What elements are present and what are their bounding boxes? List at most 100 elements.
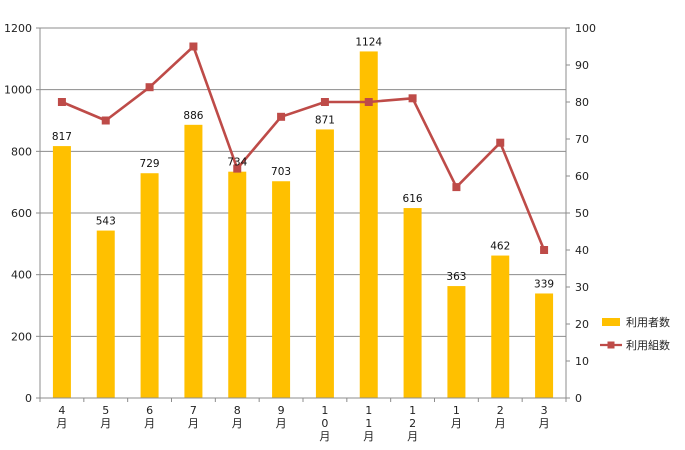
x-tick-char: 7: [190, 404, 197, 417]
legend-label-line: 利用組数: [626, 339, 670, 352]
x-tick-char: 2: [409, 417, 416, 430]
x-tick-char: 月: [363, 430, 374, 443]
line-marker: [320, 98, 329, 106]
bar-data-label: 363: [446, 271, 466, 283]
x-tick-char: 月: [56, 417, 67, 430]
right-tick-label: 10: [575, 355, 589, 368]
x-tick-char: 月: [144, 417, 155, 430]
bar: [491, 255, 510, 398]
x-tick-char: 1: [365, 404, 372, 417]
bar: [184, 124, 203, 399]
gridlines: [40, 27, 566, 337]
bar-data-label: 1124: [355, 36, 382, 48]
axes: [36, 27, 570, 402]
x-tick-char: 月: [451, 417, 462, 430]
line-marker: [540, 246, 549, 254]
bar-data-label: 703: [271, 166, 291, 178]
x-tick-char: 9: [278, 404, 285, 417]
left-axis-ticks: 0 200 400 600 800 1000 1200: [4, 22, 32, 405]
line-marker: [233, 164, 242, 173]
bar-data-label: 543: [96, 216, 116, 228]
x-tick-char: 5: [102, 404, 109, 417]
left-tick-label: 0: [25, 392, 32, 405]
x-tick-char: 月: [276, 417, 287, 430]
x-tick-char: 1: [365, 417, 372, 430]
left-tick-label: 1000: [4, 84, 32, 97]
bar: [359, 51, 378, 398]
bar: [315, 129, 334, 399]
bar: [535, 293, 554, 398]
bar-data-label: 462: [490, 241, 510, 253]
right-tick-label: 100: [575, 22, 596, 35]
line-marker: [452, 183, 461, 192]
left-tick-label: 600: [11, 207, 32, 220]
left-tick-label: 1200: [4, 22, 32, 35]
line-marker: [57, 98, 66, 106]
legend-label-bar: 利用者数: [626, 316, 670, 329]
right-tick-label: 40: [575, 244, 589, 257]
line-path: [61, 45, 546, 251]
x-tick-char: 月: [495, 417, 506, 430]
bar: [228, 171, 247, 398]
right-tick-label: 80: [575, 96, 589, 109]
right-tick-label: 20: [575, 318, 589, 331]
x-tick-char: 2: [497, 404, 504, 417]
x-tick-char: 月: [100, 417, 111, 430]
x-tick-char: 1: [321, 404, 328, 417]
x-tick-char: 8: [234, 404, 241, 417]
bar: [140, 173, 159, 398]
line-marker: [101, 116, 110, 125]
bar-data-label: 886: [183, 110, 203, 122]
line-marker: [408, 94, 417, 103]
bar-data-labels: 817 543 729 886 734 703 871 1124 616 363 462 339: [52, 36, 554, 290]
legend-swatch-bar: [602, 318, 620, 326]
bar: [403, 208, 422, 398]
bar-data-label: 817: [52, 131, 72, 143]
x-tick-char: 月: [232, 417, 243, 430]
bar-data-label: 734: [227, 157, 247, 169]
x-tick-char: 月: [188, 417, 199, 430]
bar-data-label: 871: [315, 114, 335, 126]
bar-series: [52, 51, 554, 399]
bar: [447, 286, 466, 398]
right-tick-label: 60: [575, 170, 589, 183]
line-marker: [145, 83, 154, 92]
legend-swatch-line-marker: [607, 341, 615, 349]
x-tick-char: 1: [409, 404, 416, 417]
right-tick-label: 70: [575, 133, 589, 146]
left-tick-label: 800: [11, 145, 32, 158]
bar: [272, 181, 291, 398]
bar: [52, 146, 71, 398]
bar-data-label: 339: [534, 278, 554, 290]
bar-data-label: 616: [403, 193, 423, 205]
bar: [96, 230, 115, 398]
legend: 利用者数 利用組数: [600, 316, 670, 352]
x-tick-char: 1: [453, 404, 460, 417]
line-marker: [496, 138, 505, 147]
right-tick-label: 50: [575, 207, 589, 220]
x-tick-char: 0: [321, 417, 328, 430]
x-tick-char: 月: [407, 430, 418, 443]
x-axis-ticks: 4 月5 月6 月7 月8 月9 月1 0 月1 1 月1 2 月1 月2 月3 月: [56, 404, 549, 443]
x-tick-char: 4: [58, 404, 65, 417]
x-tick-char: 月: [539, 417, 550, 430]
right-axis-ticks: 0 10 20 30 40 50 60 70 80 90 100: [575, 22, 596, 405]
right-tick-label: 0: [575, 392, 582, 405]
right-tick-label: 90: [575, 59, 589, 72]
bar-data-label: 729: [140, 158, 160, 170]
line-series: [57, 42, 549, 254]
left-tick-label: 200: [11, 330, 32, 343]
